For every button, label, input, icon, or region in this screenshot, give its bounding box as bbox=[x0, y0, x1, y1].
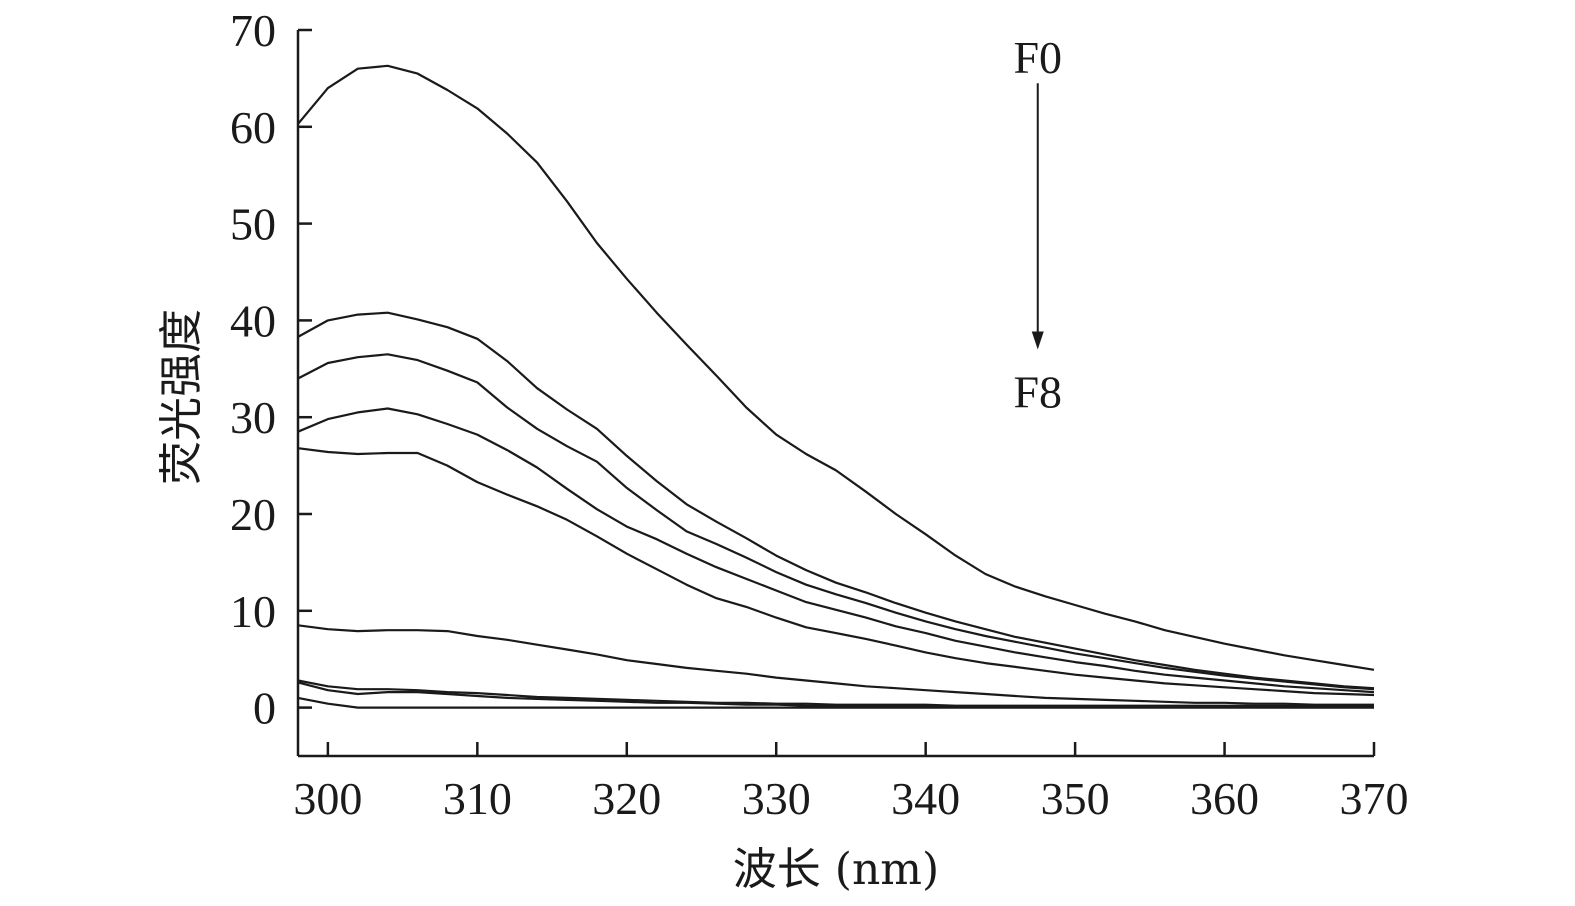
y-tick-label: 60 bbox=[230, 102, 276, 153]
series-line-3 bbox=[297, 407, 1375, 694]
x-tick-label: 350 bbox=[1041, 773, 1110, 824]
y-tick-label: 10 bbox=[230, 586, 276, 637]
y-tick-label: 40 bbox=[230, 295, 276, 346]
series-line-7 bbox=[297, 679, 1374, 707]
series-line-8 bbox=[297, 696, 1374, 709]
x-axis-title: 波长 (nm) bbox=[733, 844, 939, 895]
axes-layer bbox=[296, 30, 1374, 758]
series-layer bbox=[297, 64, 1375, 709]
y-tick-label: 70 bbox=[230, 5, 276, 56]
x-tick-label: 300 bbox=[293, 773, 362, 824]
x-tick-label: 320 bbox=[592, 773, 661, 824]
x-tick-label: 360 bbox=[1190, 773, 1259, 824]
y-tick-label: 0 bbox=[253, 683, 276, 734]
x-tick-label: 330 bbox=[742, 773, 811, 824]
ticks-layer: 300 310 320 330 340 350 360 370 0 10 20 30 40 50 60 70 bbox=[230, 5, 1409, 824]
x-tick-label: 340 bbox=[891, 773, 960, 824]
annotation-f0-label: F0 bbox=[1013, 32, 1062, 83]
annotation-layer: F0 F8 bbox=[1013, 32, 1062, 417]
series-line-1 bbox=[297, 311, 1375, 690]
series-line-4 bbox=[297, 447, 1375, 697]
x-tick-label: 370 bbox=[1340, 773, 1409, 824]
series-line-0 bbox=[297, 64, 1375, 671]
x-tick-label: 310 bbox=[443, 773, 512, 824]
y-tick-label: 50 bbox=[230, 199, 276, 250]
annotation-f8-label: F8 bbox=[1013, 366, 1062, 417]
series-line-5 bbox=[297, 624, 1374, 706]
annotation-arrowhead bbox=[1031, 331, 1044, 350]
y-tick-label: 20 bbox=[230, 489, 276, 540]
y-axis-title: 荧光强度 bbox=[156, 309, 207, 485]
y-tick-label: 30 bbox=[230, 392, 276, 443]
series-line-2 bbox=[297, 353, 1375, 691]
